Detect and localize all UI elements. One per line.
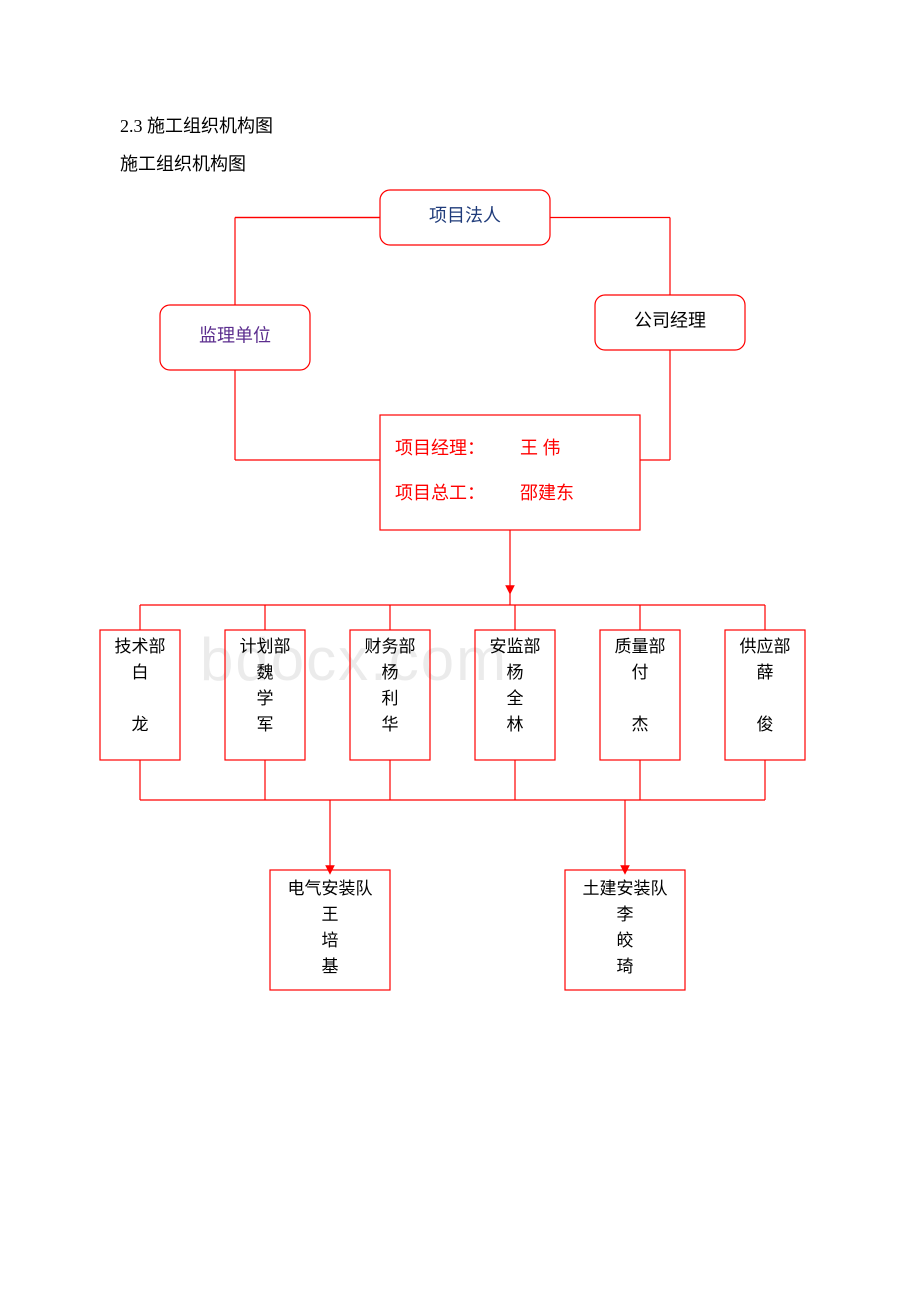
svg-text:项目总工：: 项目总工：	[395, 483, 485, 503]
svg-text:全: 全	[507, 689, 524, 708]
svg-text:付: 付	[632, 663, 649, 682]
svg-text:土建安装队: 土建安装队	[583, 879, 668, 898]
svg-text:杰: 杰	[632, 715, 649, 734]
svg-text:安监部: 安监部	[490, 637, 541, 656]
svg-text:技术部: 技术部	[115, 637, 166, 656]
svg-text:皎: 皎	[617, 931, 634, 950]
svg-text:供应部: 供应部	[740, 637, 791, 656]
svg-text:军: 军	[257, 715, 274, 734]
svg-text:薛: 薛	[757, 663, 774, 682]
svg-text:利: 利	[382, 689, 399, 708]
svg-text:白: 白	[132, 663, 149, 682]
svg-text:杨: 杨	[507, 663, 524, 682]
svg-text:公司经理: 公司经理	[634, 311, 706, 331]
svg-text:李: 李	[617, 905, 634, 924]
svg-text:学: 学	[257, 689, 274, 708]
svg-text:基: 基	[322, 957, 339, 976]
svg-text:琦: 琦	[617, 957, 634, 976]
svg-text:监理单位: 监理单位	[199, 326, 271, 346]
page: 2.3 施工组织机构图 施工组织机构图 bdocx.com 项目法人监理单位公司…	[0, 0, 920, 1302]
svg-text:邵建东: 邵建东	[520, 483, 574, 503]
svg-text:魏: 魏	[257, 663, 274, 682]
org-chart-svg: 项目法人监理单位 公司经理项目经理： 王 伟项目总工： 邵建东技术部白龙 计划部魏学军 财…	[0, 0, 920, 1302]
svg-text:华: 华	[382, 715, 399, 734]
svg-text:王: 王	[322, 905, 339, 924]
svg-text:电气安装队: 电气安装队	[288, 879, 373, 898]
svg-text:龙: 龙	[132, 715, 149, 734]
svg-text:林: 林	[507, 715, 524, 734]
svg-text:计划部: 计划部	[240, 637, 291, 656]
svg-text:财务部: 财务部	[365, 637, 416, 656]
svg-text:杨: 杨	[382, 663, 399, 682]
svg-text:培: 培	[322, 931, 339, 950]
svg-text:项目法人: 项目法人	[429, 206, 501, 226]
svg-text:质量部: 质量部	[615, 637, 666, 656]
svg-text:项目经理：: 项目经理：	[395, 438, 485, 458]
svg-text:俊: 俊	[757, 715, 774, 734]
svg-text:王 伟: 王 伟	[520, 438, 561, 458]
